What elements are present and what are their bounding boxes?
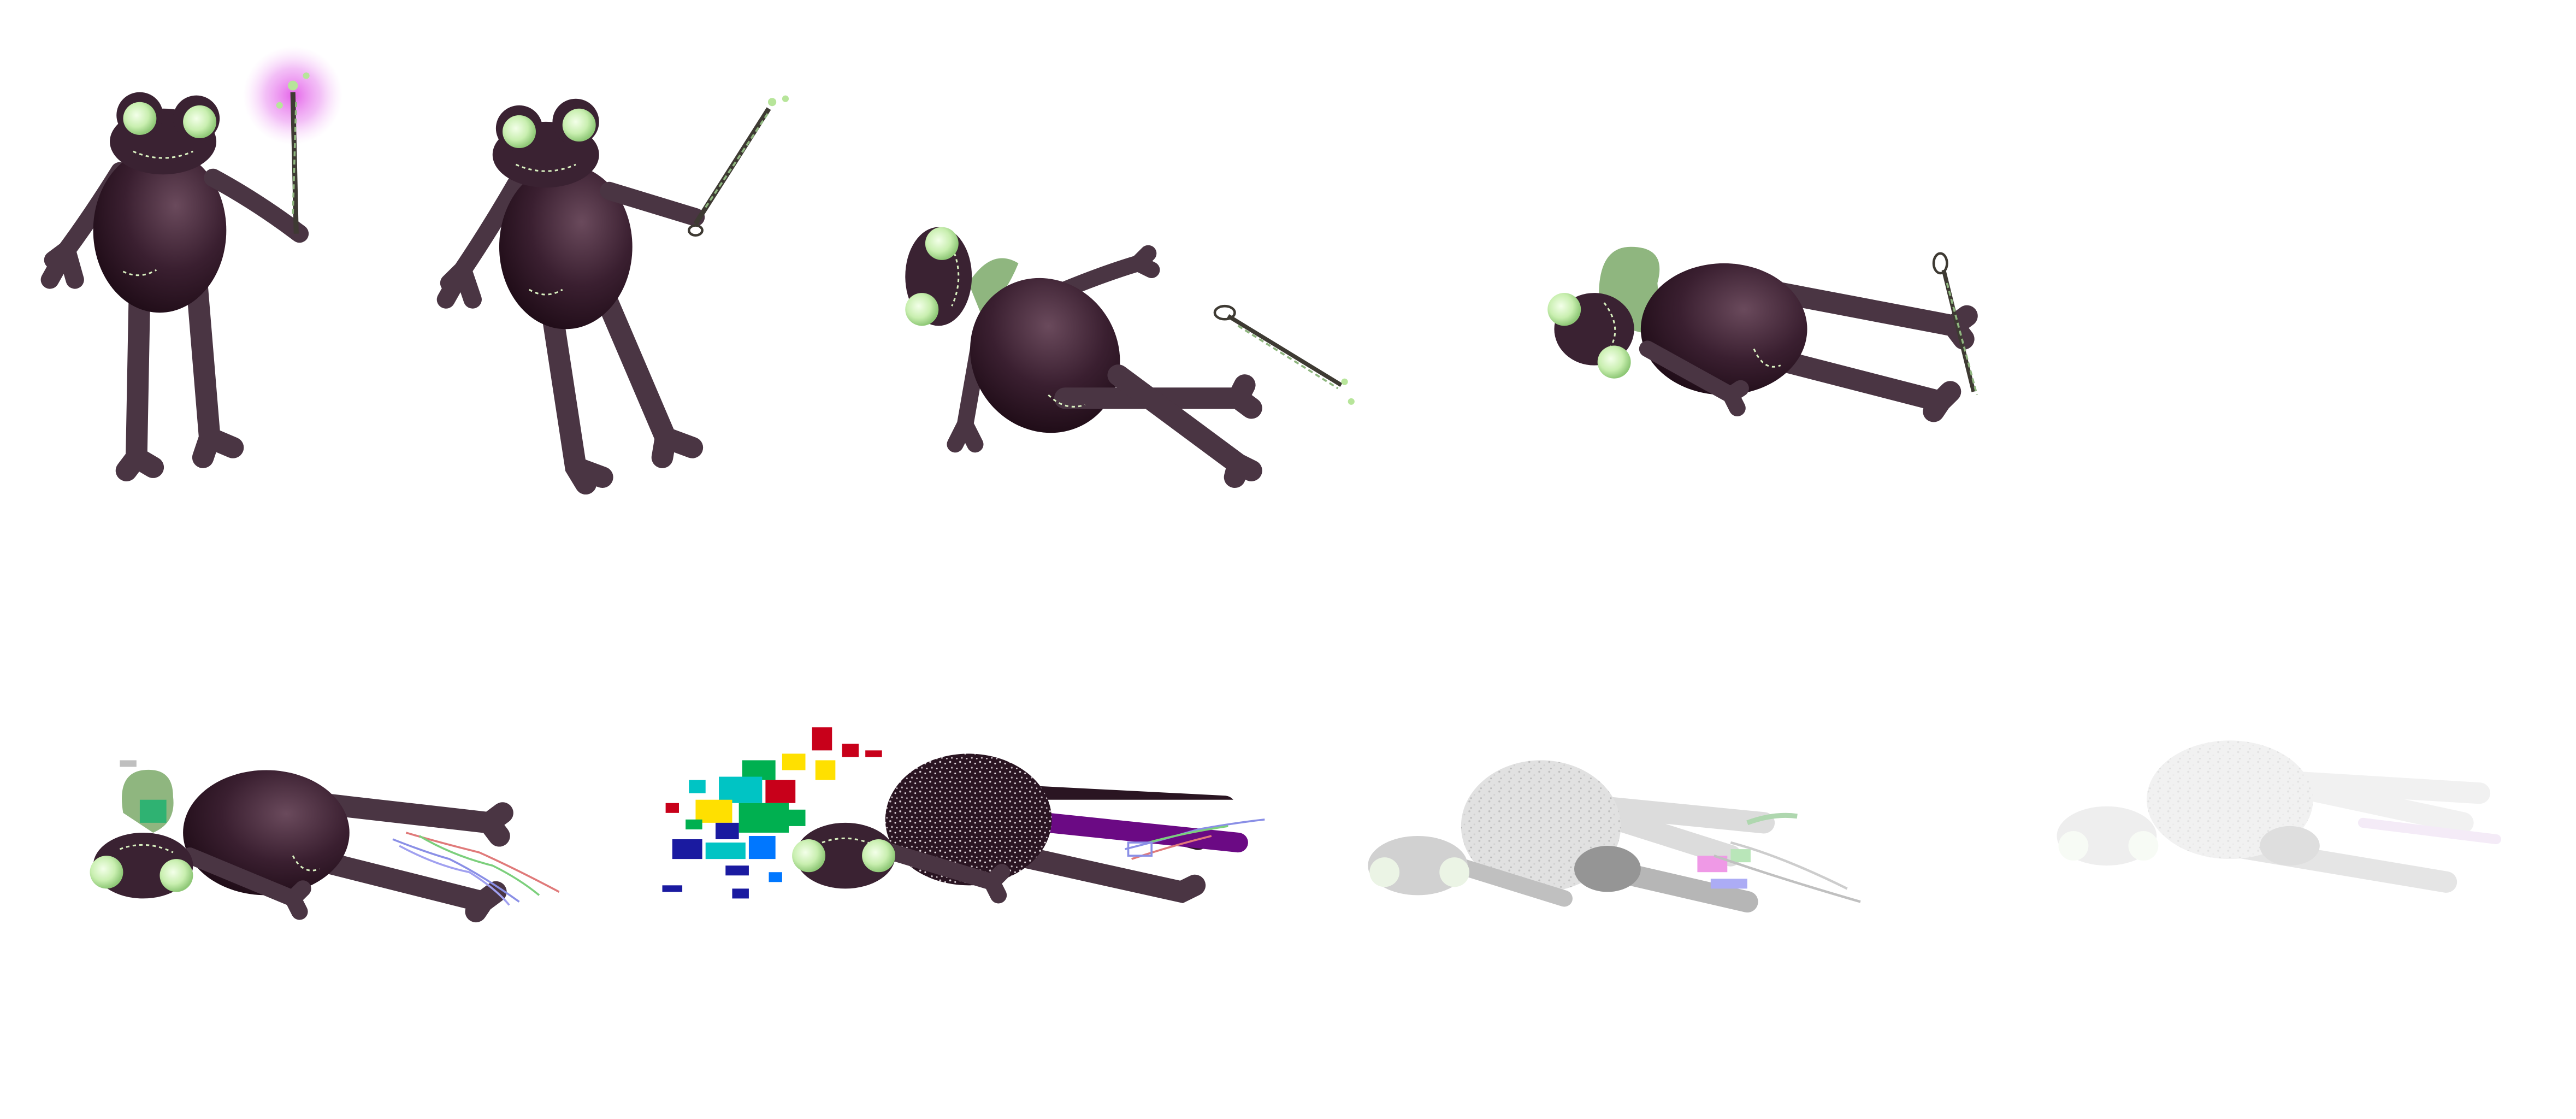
frog-left-leg — [115, 269, 164, 481]
frog-body — [93, 148, 227, 313]
frog-head — [795, 822, 896, 889]
frog-body-noise — [2147, 740, 2313, 859]
wand-handle-loop — [1213, 304, 1236, 321]
wand-vine — [1237, 325, 1339, 390]
frog-eye — [1597, 345, 1631, 379]
wand-spark — [1348, 398, 1355, 405]
frog-body-shadow — [2260, 826, 2320, 866]
frog-eye — [503, 115, 536, 149]
frog-right-arm — [600, 181, 705, 227]
frog-body — [499, 164, 633, 329]
frog-right-leg — [1007, 845, 1206, 904]
frog-left-leg — [1769, 282, 1978, 350]
frog-eye — [1369, 857, 1400, 887]
glitch-block — [120, 760, 137, 767]
frog-right-arm — [181, 847, 311, 920]
frog-right-leg — [1763, 348, 1961, 422]
frog-eye — [1547, 293, 1581, 326]
frog-eye — [90, 856, 123, 889]
frog-right-leg — [592, 279, 704, 468]
glitch-block — [139, 799, 167, 823]
frog-right-arm — [873, 841, 1011, 904]
frame-wand-extended — [436, 95, 789, 495]
glitch-cluster — [662, 727, 882, 899]
wand-spark — [288, 80, 298, 91]
frog-right-leg — [185, 266, 244, 468]
frog-eye — [905, 293, 939, 326]
stitch-line — [1048, 394, 1085, 408]
wand-spark — [767, 98, 777, 107]
frog-right-arm — [1056, 245, 1160, 298]
frog-cape — [968, 258, 1019, 316]
frog-eye — [2128, 831, 2159, 861]
frog-eye — [925, 227, 959, 260]
frame-fade-out-1 — [1368, 760, 1861, 913]
frog-right-arm — [1639, 340, 1749, 416]
wand-handle-loop — [687, 224, 704, 237]
glitch-limb — [2358, 817, 2501, 845]
frog-mouth — [515, 163, 576, 172]
frog-eye — [1439, 857, 1470, 887]
glitch-cluster — [1697, 812, 1861, 903]
frog-left-leg — [1054, 374, 1262, 419]
frog-body — [1640, 263, 1807, 395]
wand-vine — [1946, 282, 1978, 396]
magic-wand — [1941, 269, 1976, 392]
wand-spark — [1341, 378, 1348, 385]
frame-lying-cape-up — [1547, 246, 1978, 422]
frame-fade-out-2 — [2057, 740, 2501, 893]
wand-scribble — [392, 832, 560, 906]
glitch-limb — [1038, 812, 1248, 853]
frog-right-leg — [1107, 364, 1262, 488]
frog-eye — [2058, 831, 2089, 861]
frog-right-leg — [288, 845, 507, 923]
magic-wand — [1227, 314, 1343, 387]
frog-eye — [123, 102, 157, 135]
wand-vine — [705, 111, 770, 208]
frame-knocked-back — [905, 227, 1355, 488]
frog-eye — [183, 105, 217, 138]
wand-vine — [292, 98, 298, 214]
wand-spark — [303, 72, 310, 79]
frog-mouth — [119, 844, 174, 853]
frog-body — [183, 770, 350, 896]
wand-scribble — [1124, 818, 1265, 860]
frog-head — [2057, 806, 2157, 866]
frog-left-leg — [305, 792, 513, 847]
frog-eye — [159, 859, 193, 892]
frame-glitch-dissolve — [662, 727, 1265, 904]
frog-eye — [792, 839, 826, 873]
frog-eye — [562, 108, 596, 142]
frame-idle-casting — [40, 46, 343, 481]
frog-left-arm — [436, 175, 525, 309]
frog-left-leg — [538, 282, 613, 495]
frog-mouth — [133, 150, 194, 159]
frog-eye — [862, 839, 896, 873]
wand-spark — [276, 102, 283, 109]
frame-fallen-flicker — [90, 760, 560, 923]
wand-handle-loop — [1932, 252, 1948, 275]
frog-body-noise — [885, 753, 1052, 886]
frog-right-arm — [204, 168, 309, 243]
frog-body-shadow — [1574, 846, 1641, 892]
wand-spark — [782, 95, 789, 102]
